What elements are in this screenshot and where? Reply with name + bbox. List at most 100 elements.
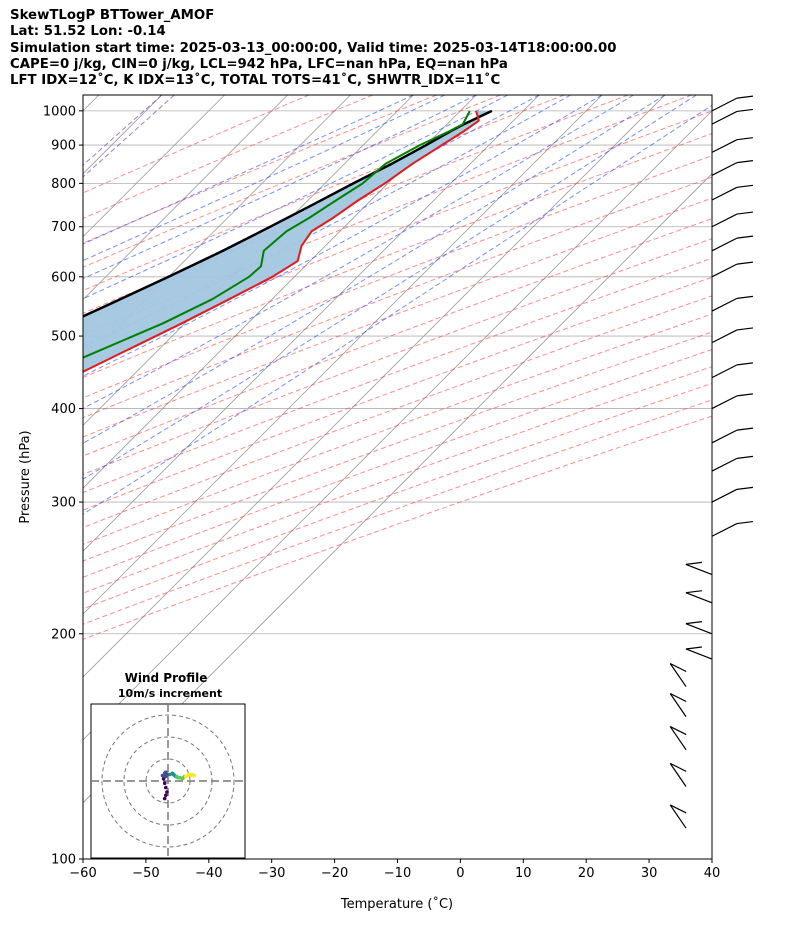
hodograph-inset: Wind Profile 10m/s increment [90, 671, 246, 859]
wind-barb-staff [669, 763, 687, 787]
wind-barb-flag [685, 646, 702, 650]
dry-adiabat-line [83, 95, 373, 220]
wind-barb [711, 393, 754, 410]
chart-title: SkewTLogP BTTower_AMOF [10, 8, 215, 23]
wind-barb [669, 692, 687, 717]
wind-barb-flag [685, 590, 702, 594]
wind-barb-flag [669, 662, 687, 673]
hodograph-point [164, 774, 168, 779]
wind-barb [685, 561, 713, 576]
wind-barb-staff [669, 693, 687, 717]
wind-barb [711, 108, 754, 125]
wind-barb [711, 295, 754, 312]
wind-barb-flag [736, 261, 754, 265]
y-tick-label: 700 [51, 220, 76, 235]
wind-barb [711, 211, 754, 228]
dry-adiabat-line [83, 95, 437, 244]
wind-barbs [669, 95, 754, 829]
wind-barb [669, 762, 687, 787]
wind-barb [711, 160, 754, 176]
x-tick-label: −50 [132, 866, 159, 881]
wind-barb-staff [711, 297, 738, 312]
hodograph-subtitle: 10m/s increment [118, 687, 222, 700]
chart-header: SkewTLogP BTTower_AMOF Lat: 51.52 Lon: -… [10, 8, 790, 89]
dry-adiabat-line [83, 382, 712, 610]
y-tick-label: 1000 [43, 104, 76, 119]
isotherm-line [83, 95, 666, 678]
parcel-profile-line [83, 109, 493, 318]
wind-barb [711, 327, 754, 344]
x-tick-label: 30 [641, 866, 658, 881]
wind-barb-flag [669, 726, 687, 736]
dry-adiabat-line [83, 348, 712, 578]
wind-barb-flag [736, 520, 754, 525]
cin-shading [83, 110, 492, 372]
isotherm-line [83, 95, 351, 364]
x-tick-label: −10 [384, 866, 411, 881]
y-tick-label: 400 [51, 402, 76, 417]
moist-adiabat-line [83, 95, 477, 280]
wind-barb-flag [736, 427, 754, 431]
wind-barb-flag [736, 137, 754, 141]
hodograph-point [161, 777, 166, 781]
wind-barb-staff [711, 139, 738, 153]
wind-barb-flag [736, 486, 754, 490]
stability-line: CAPE=0 j/kg, CIN=0 j/kg, LCL=942 hPa, LF… [10, 56, 508, 72]
y-tick-label: 600 [51, 270, 76, 285]
wind-barb [711, 184, 754, 201]
wind-barb-flag [736, 108, 754, 113]
wind-barb-flag [669, 692, 687, 703]
wind-barb-staff [711, 162, 738, 176]
hodograph-ring [101, 714, 235, 848]
y-tick-label: 900 [51, 139, 76, 154]
wind-barb-flag [685, 561, 702, 565]
dry-adiabat-line [83, 238, 712, 475]
isotherm-line [83, 95, 540, 552]
wind-barb-flag [736, 160, 754, 164]
wind-barb-flag [685, 621, 702, 625]
wind-barb-flag [736, 95, 754, 99]
isotherm-line [83, 95, 225, 238]
wind-barb-staff [711, 429, 738, 444]
wind-barb-staff [685, 623, 713, 635]
temperature-line [83, 110, 480, 373]
y-axis-label: Pressure (hPa) [18, 430, 33, 523]
wind-barb-staff [711, 364, 738, 379]
hodograph-point [164, 770, 168, 774]
hodograph-point [162, 796, 167, 801]
hodograph-point [164, 785, 168, 790]
wind-barb-staff [711, 329, 738, 344]
wind-barb-staff [711, 457, 738, 472]
wind-barb [711, 455, 754, 472]
hodograph-point [165, 790, 169, 794]
wind-barb-flag [736, 393, 754, 397]
x-tick-label: 20 [578, 866, 595, 881]
wind-barb-flag [669, 762, 687, 772]
x-tick-label: 40 [704, 866, 721, 881]
wind-barb [685, 621, 713, 635]
y-tick-label: 800 [51, 177, 76, 192]
wind-barb [711, 427, 754, 444]
isotherm-line [83, 95, 288, 301]
dry-adiabat-line [83, 176, 712, 419]
wind-barb [711, 95, 754, 112]
moist-adiabat-line [83, 95, 446, 262]
wind-barb-flag [736, 184, 754, 188]
wind-barb-flag [736, 211, 754, 215]
moist-adiabat-line [83, 95, 540, 322]
x-tick-label: 0 [456, 866, 464, 881]
dry-adiabat-line [83, 218, 712, 457]
wind-barb-staff [711, 523, 738, 537]
isotherm-line [83, 95, 100, 112]
wind-barb-flag [736, 235, 754, 239]
x-tick-label: −40 [195, 866, 222, 881]
x-tick-label: −60 [69, 866, 96, 881]
dry-adiabat-line [83, 197, 712, 438]
hodograph-point [164, 793, 168, 798]
wind-barb [711, 520, 754, 537]
wind-barb-staff [711, 186, 738, 201]
wind-barb-staff [711, 395, 738, 410]
dry-adiabat-line [83, 415, 712, 640]
y-tick-label: 300 [51, 496, 76, 511]
